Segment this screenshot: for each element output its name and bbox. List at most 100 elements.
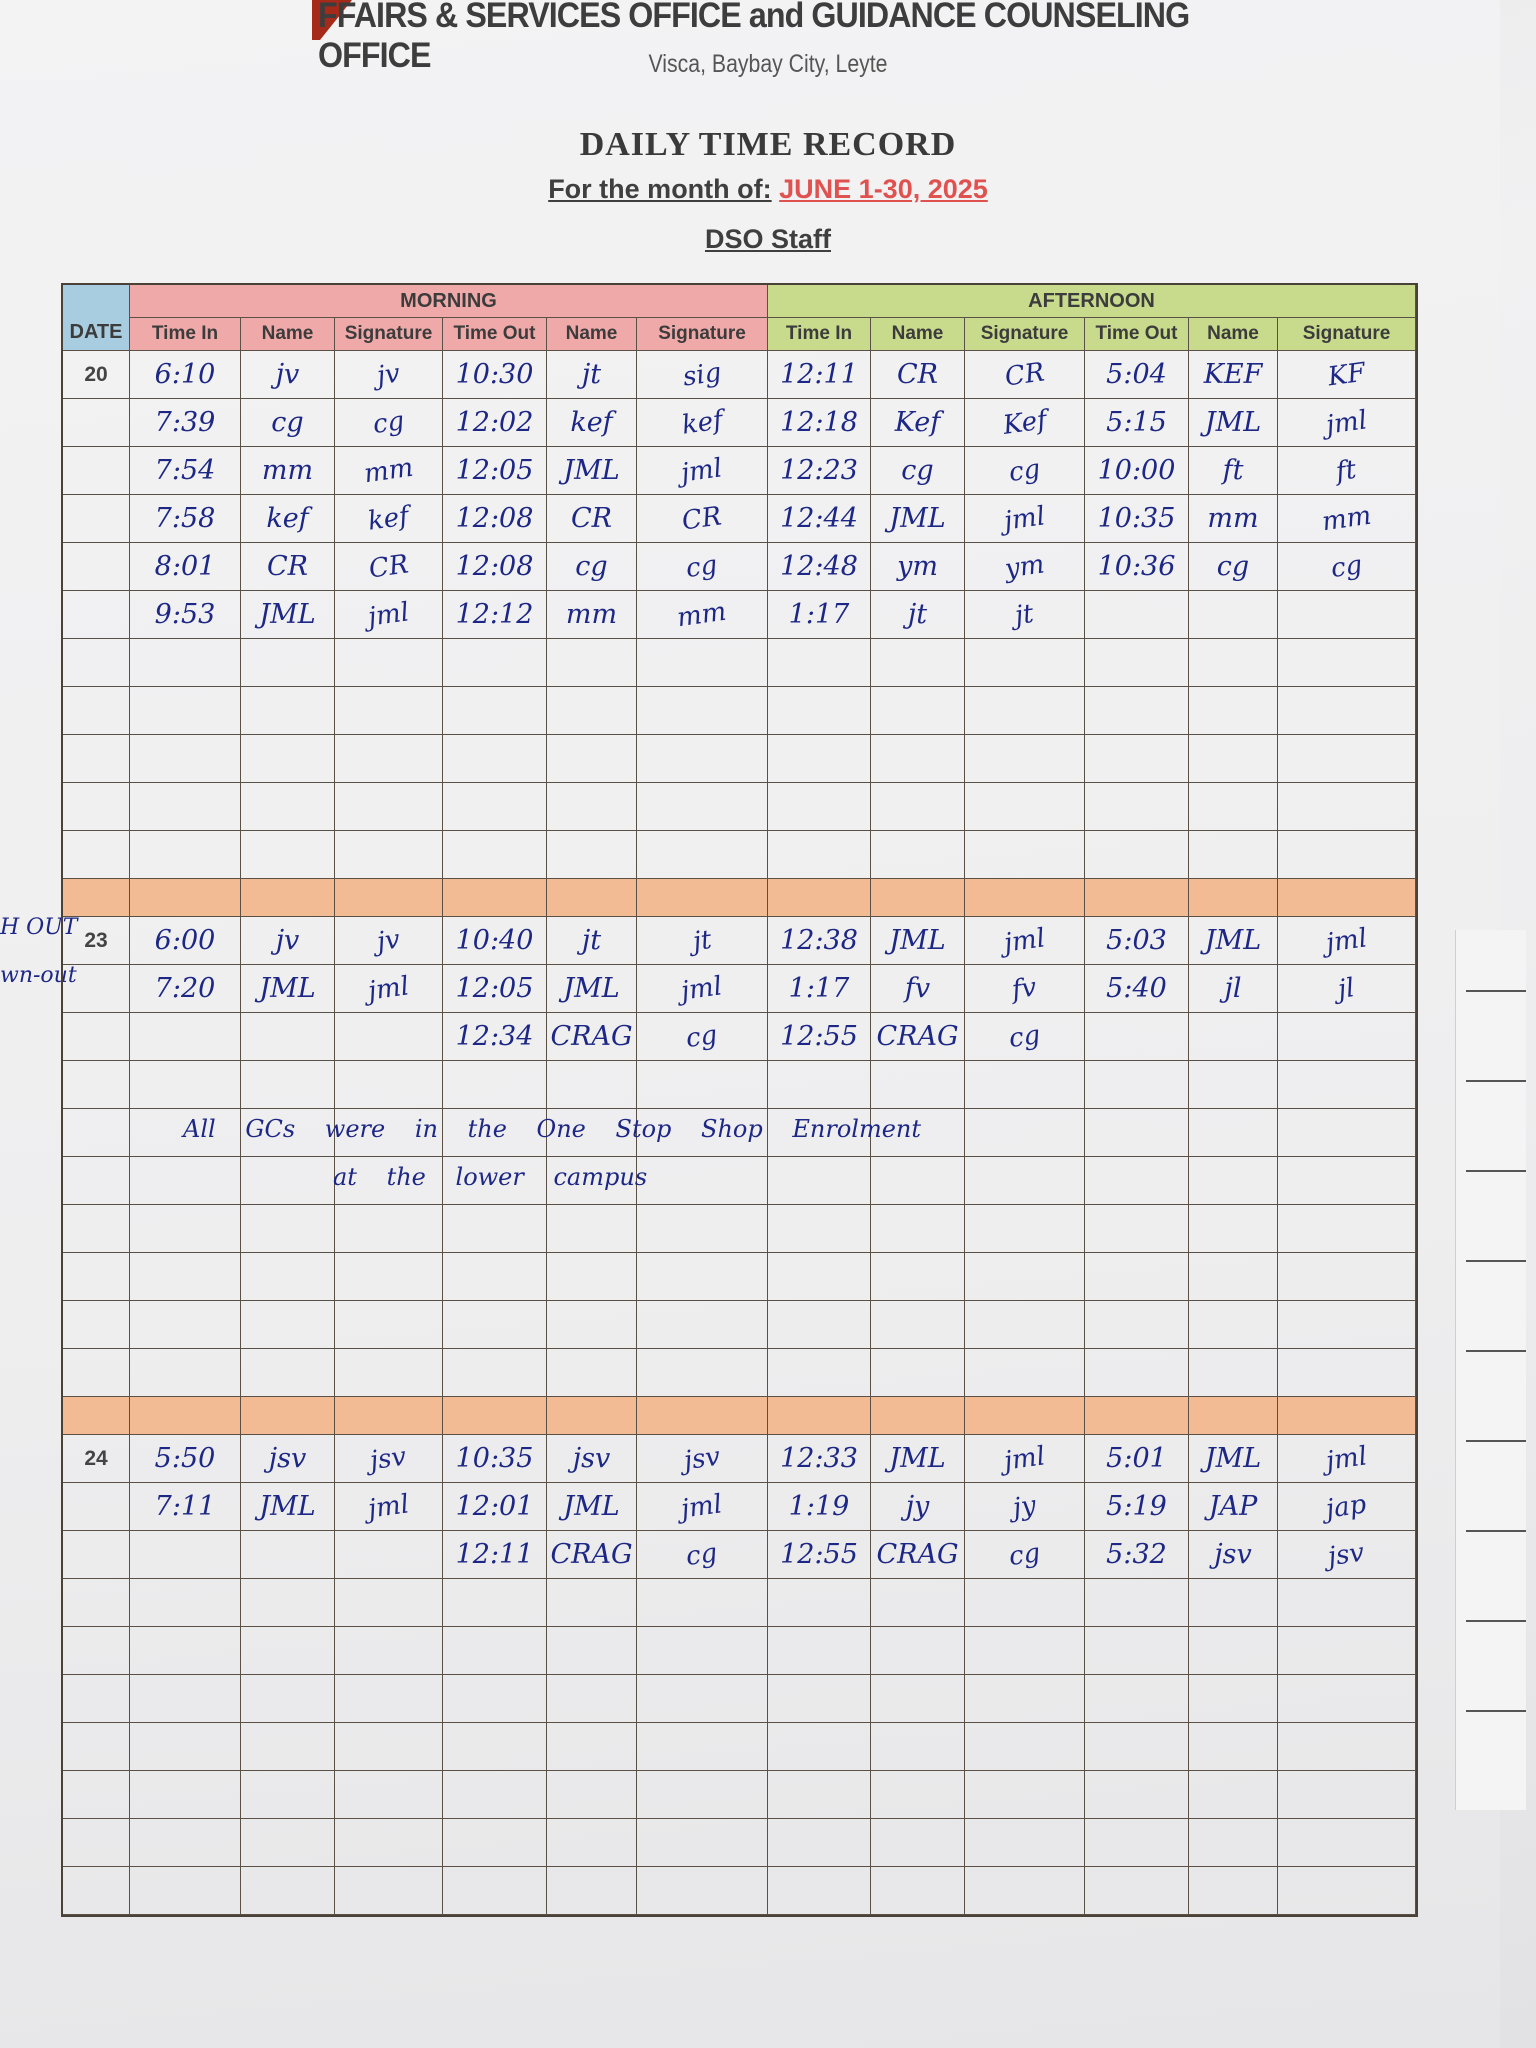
table-row: 12:34 CRAG cg 12:55 CRAG cg — [63, 1013, 1416, 1061]
column-header-signature: Signature — [965, 318, 1085, 351]
signature-cell — [335, 1531, 443, 1579]
name-cell — [871, 1349, 965, 1397]
name-cell — [547, 1061, 637, 1109]
time-cell: 8:01 — [130, 543, 241, 591]
staff-initials: CRAG — [550, 1021, 633, 1052]
time-value: 5:40 — [1106, 973, 1167, 1004]
name-cell: CRAG — [547, 1531, 637, 1579]
time-value: 1:17 — [788, 973, 850, 1004]
time-value: 6:00 — [154, 925, 216, 956]
signature-cell — [1278, 1205, 1416, 1253]
staff-initials: JML — [889, 1443, 946, 1474]
signature-cell — [1278, 1109, 1416, 1157]
signature-cell — [637, 1349, 768, 1397]
signature-cell: jml — [1278, 917, 1416, 965]
signature: jml — [1324, 404, 1369, 441]
signature-cell — [637, 1867, 768, 1915]
signature-cell: jsv — [1278, 1531, 1416, 1579]
time-value: 7:11 — [154, 1491, 216, 1522]
staff-initials: jv — [275, 359, 300, 390]
column-header-name: Name — [871, 318, 965, 351]
time-cell — [1085, 831, 1189, 879]
signature-cell: KF — [1278, 351, 1416, 399]
signature-cell — [335, 1579, 443, 1627]
signature-cell: cg — [965, 447, 1085, 495]
signature: jml — [1002, 922, 1047, 959]
office-address: Visca, Baybay City, Leyte — [648, 50, 888, 78]
time-cell: 5:50 — [130, 1435, 241, 1483]
time-cell — [130, 1061, 241, 1109]
name-cell — [241, 687, 335, 735]
staff-initials: kef — [570, 407, 613, 438]
signature: jy — [1011, 1490, 1038, 1523]
time-cell — [1085, 639, 1189, 687]
name-cell: jy — [871, 1483, 965, 1531]
name-cell: JML — [547, 1483, 637, 1531]
time-cell — [130, 1867, 241, 1915]
column-header-signature: Signature — [1278, 318, 1416, 351]
time-cell — [768, 1579, 871, 1627]
signature-cell — [335, 1061, 443, 1109]
time-cell — [768, 1723, 871, 1771]
staff-initials: JML — [563, 973, 620, 1004]
name-cell — [547, 1723, 637, 1771]
name-cell: JML — [241, 591, 335, 639]
signature-cell: mm — [335, 447, 443, 495]
name-cell — [1189, 1253, 1278, 1301]
signature: cg — [684, 549, 720, 584]
time-value: 10:00 — [1097, 455, 1176, 486]
time-value: 10:30 — [455, 359, 534, 390]
name-cell — [241, 1675, 335, 1723]
time-cell: 1:17 — [768, 591, 871, 639]
signature-cell: jy — [965, 1483, 1085, 1531]
time-cell: 10:35 — [1085, 495, 1189, 543]
time-value: 5:04 — [1106, 359, 1167, 390]
time-cell — [1085, 687, 1189, 735]
time-cell — [1085, 1109, 1189, 1157]
signature-cell — [335, 831, 443, 879]
time-value: 12:23 — [780, 455, 858, 486]
name-cell: mm — [241, 447, 335, 495]
staff-initials: jt — [581, 359, 602, 390]
time-cell — [1085, 1771, 1189, 1819]
time-value: 12:12 — [455, 599, 534, 630]
time-cell — [1085, 1349, 1189, 1397]
time-value: 12:44 — [780, 503, 858, 534]
name-cell — [1189, 687, 1278, 735]
name-cell — [241, 1013, 335, 1061]
time-value: 12:38 — [780, 925, 858, 956]
signature-cell: jml — [965, 917, 1085, 965]
table-row — [63, 639, 1416, 687]
column-header-time-out: Time Out — [1085, 318, 1189, 351]
signature-cell — [335, 1771, 443, 1819]
name-cell — [871, 1819, 965, 1867]
day-number: 23 — [84, 928, 108, 952]
staff-initials: JML — [889, 503, 946, 534]
time-cell: 12:48 — [768, 543, 871, 591]
signature-cell — [637, 1771, 768, 1819]
table-row: 7:54 mm mm 12:05 JML jml 12:23 cg cg 10:00 ft ft — [63, 447, 1416, 495]
signature-cell: cg — [637, 1013, 768, 1061]
name-cell — [547, 639, 637, 687]
signature-cell: cg — [1278, 543, 1416, 591]
time-cell — [130, 1253, 241, 1301]
time-value: 9:53 — [154, 599, 216, 630]
name-cell — [1189, 1723, 1278, 1771]
time-value: 5:03 — [1106, 925, 1167, 956]
time-cell — [443, 783, 547, 831]
signature-cell — [965, 1301, 1085, 1349]
name-cell: mm — [547, 591, 637, 639]
date-cell — [63, 1157, 130, 1205]
time-cell — [768, 735, 871, 783]
date-cell: 20 — [63, 351, 130, 399]
day-block-20: 20 6:10 jv jv 10:30 jt sig 12:11 CR CR 5:04 KEF KF 7:… — [63, 351, 1416, 879]
signature-cell: ym — [965, 543, 1085, 591]
name-cell: CRAG — [871, 1531, 965, 1579]
signature-cell — [335, 735, 443, 783]
time-cell: 12:18 — [768, 399, 871, 447]
signature-cell: jml — [1278, 399, 1416, 447]
name-cell: KEF — [1189, 351, 1278, 399]
name-cell — [1189, 1109, 1278, 1157]
time-cell — [443, 735, 547, 783]
date-cell — [63, 783, 130, 831]
